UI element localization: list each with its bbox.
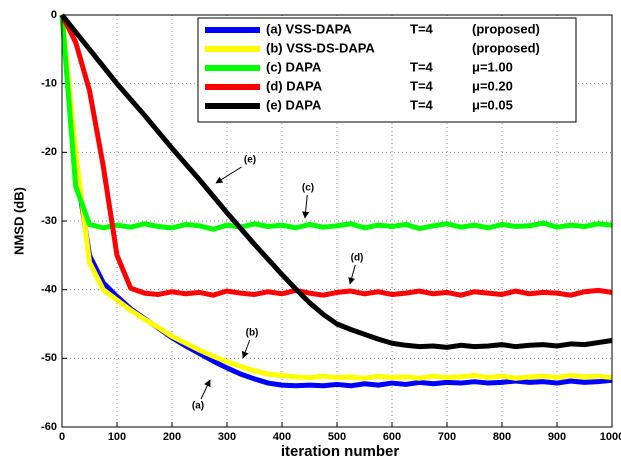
legend-label: (d) DAPA xyxy=(266,78,323,93)
annotation: (c) xyxy=(302,183,314,194)
annotation: (a) xyxy=(192,401,204,412)
x-tick-label: 800 xyxy=(493,431,511,443)
legend-param: T=4 xyxy=(410,21,434,36)
plot-frame xyxy=(61,14,613,428)
annotation: (e) xyxy=(244,155,256,166)
legend-note: μ=0.05 xyxy=(472,97,513,112)
legend-note: μ=0.20 xyxy=(472,78,513,93)
y-tick-label: -60 xyxy=(41,421,57,433)
legend-param: T=4 xyxy=(410,78,434,93)
data-line xyxy=(59,14,613,381)
x-axis-label: iteration number xyxy=(281,443,400,460)
y-tick-label: -40 xyxy=(41,284,57,296)
x-tick-label: 600 xyxy=(383,431,401,443)
legend-label: (b) VSS-DS-DAPA xyxy=(266,40,375,55)
legend-note: μ=1.00 xyxy=(472,59,513,74)
annotation-arrow xyxy=(200,379,211,400)
x-tick-label: 100 xyxy=(108,431,126,443)
y-tick-label: -20 xyxy=(41,146,57,158)
legend-label: (e) DAPA xyxy=(266,97,322,112)
legend-param: T=4 xyxy=(410,59,434,74)
y-axis-label: NMSD (dB) xyxy=(11,187,26,255)
data-line xyxy=(59,14,613,232)
legend-label: (c) DAPA xyxy=(266,59,322,74)
y-tick-label: -50 xyxy=(41,352,57,364)
legend-box xyxy=(197,17,577,123)
y-tick-label: -10 xyxy=(41,78,57,90)
x-tick-label: 500 xyxy=(328,431,346,443)
y-tick-label: 0 xyxy=(51,9,57,21)
legend-note: (proposed) xyxy=(472,40,540,55)
legend-note: (proposed) xyxy=(472,21,540,36)
legend-label: (a) VSS-DAPA xyxy=(266,21,352,36)
annotation-arrow xyxy=(302,194,310,219)
annotation: (d) xyxy=(351,253,364,264)
annotation: (b) xyxy=(246,328,259,339)
annotation-arrow xyxy=(241,339,251,359)
x-tick-label: 900 xyxy=(548,431,566,443)
data-line xyxy=(60,13,613,350)
x-tick-label: 200 xyxy=(163,431,181,443)
x-tick-label: 0 xyxy=(59,431,65,443)
x-tick-label: 300 xyxy=(218,431,236,443)
legend-param: T=4 xyxy=(410,97,434,112)
annotation-arrow xyxy=(348,264,356,285)
y-tick-label: -30 xyxy=(41,215,57,227)
x-tick-label: 400 xyxy=(273,431,291,443)
x-tick-label: 700 xyxy=(438,431,456,443)
data-line xyxy=(59,13,613,298)
annotation-arrow xyxy=(215,166,242,184)
